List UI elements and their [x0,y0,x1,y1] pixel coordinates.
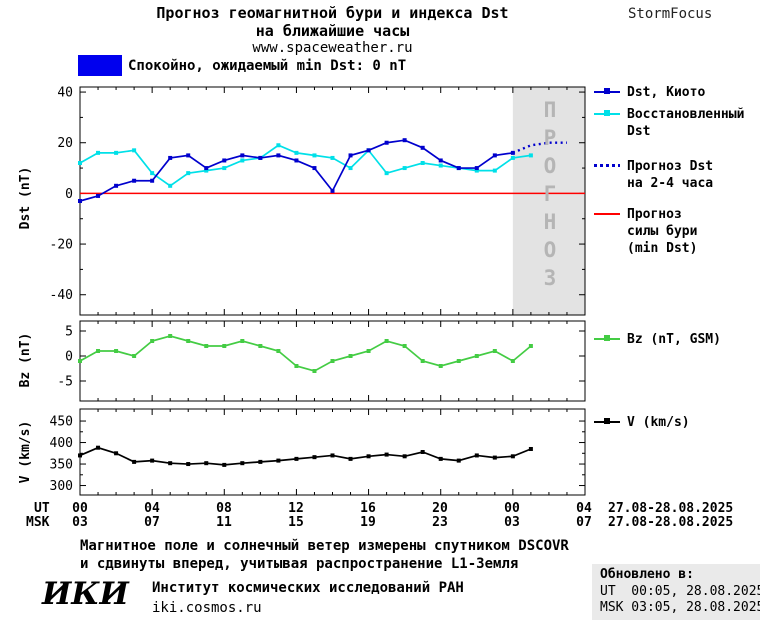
svg-text:20: 20 [57,136,73,151]
svg-text:0: 0 [65,187,73,202]
iki-logo: ИКИ [42,576,129,612]
dst-axis-title: Dst (nT) [18,166,33,230]
page-title: Прогноз геомагнитной бури и индекса Dst [156,4,509,22]
legend-dst-forecast: Прогноз Dst на 2-4 часа [594,158,713,192]
svg-text:350: 350 [50,458,73,473]
bz-axis-title: Bz (nT) [18,332,33,388]
legend-dst-restored: Восстановленный Dst [594,106,744,140]
msk-date-range: 27.08-28.08.2025 [608,515,734,530]
ut-tick-label: 12 [288,501,304,516]
institute-name: Институт космических исследований РАН [152,580,464,596]
msk-tick-label: 15 [288,515,304,530]
legend-bz: Bz (nT, GSM) [594,331,721,348]
msk-tick-label: 03 [72,515,88,530]
svg-text:-5: -5 [57,375,73,390]
data-source-note-line1: Магнитное поле и солнечный ветер измерен… [80,538,569,554]
ut-tick-label: 16 [360,501,376,516]
updated-ut-time: UT 00:05, 28.08.2025 [600,584,760,599]
legend-dst-restored-line1: Восстановленный [627,107,745,122]
dst-chart: 40 20 0 -20 -40 [50,86,586,316]
storm-force-swatch [594,210,620,219]
ut-tick-label: 08 [216,501,232,516]
legend-dst-forecast-line1: Прогноз Dst [627,159,714,174]
v-axis-title: V (km/s) [18,420,33,484]
updated-panel [592,564,760,620]
ut-tick-label: 20 [432,501,448,516]
legend-dst-kyoto: Dst, Киото [594,84,705,101]
msk-tick-label: 11 [216,515,232,530]
svg-text:-20: -20 [50,238,73,253]
legend-storm-force: Прогноз силы бури (min Dst) [594,206,697,257]
msk-tick-label: 23 [432,515,448,530]
legend-dst-restored-line2: Dst [627,124,651,139]
legend-bz-label: Bz (nT, GSM) [627,332,721,347]
legend-storm-force-line3: (min Dst) [627,241,698,256]
brand-label: StormFocus [628,6,713,22]
ut-tick-label: 00 [72,501,88,516]
ut-axis-row: UT 27.08-28.08.2025 00 04 08 12 16 20 00 04 [0,501,760,516]
msk-axis-row: MSK 27.08-28.08.2025 03 07 11 15 19 23 03 07 [0,515,760,530]
v-swatch [594,418,620,427]
dst-restored-swatch [594,110,620,119]
page-subtitle: на ближайшие часы [255,22,410,40]
ut-tick-label: 04 [144,501,160,516]
msk-tick-label: 03 [504,515,520,530]
msk-axis-label: MSK [26,515,50,530]
status-label: Спокойно, ожидаемый min Dst: 0 nT [128,58,407,74]
v-chart: 450 400 350 300 [50,408,586,496]
svg-text:40: 40 [57,86,73,101]
bz-swatch [594,335,620,344]
svg-text:0: 0 [65,350,73,365]
svg-text:450: 450 [50,415,73,430]
msk-tick-label: 07 [576,515,592,530]
ut-tick-label: 04 [576,501,592,516]
institute-site: iki.cosmos.ru [152,600,262,616]
bz-chart: 5 0 -5 [57,320,586,402]
legend-dst-kyoto-label: Dst, Киото [627,85,706,100]
updated-msk-time: MSK 03:05, 28.08.2025 [600,600,760,615]
legend-v: V (km/s) [594,414,690,431]
svg-text:5: 5 [65,325,73,340]
svg-text:-40: -40 [50,288,73,303]
msk-tick-label: 19 [360,515,376,530]
legend-dst-forecast-line2: на 2-4 часа [627,176,714,191]
svg-text:300: 300 [50,479,73,494]
legend-storm-force-line2: силы бури [627,224,698,239]
msk-tick-label: 07 [144,515,160,530]
updated-label: Обновлено в: [600,567,694,582]
dst-kyoto-swatch [594,88,620,97]
website-link: www.spaceweather.ru [252,40,413,56]
ut-tick-label: 00 [504,501,520,516]
dst-forecast-swatch [594,162,620,171]
forecast-band-label: ПРОГНОЗ [538,98,562,294]
legend-v-label: V (km/s) [627,415,690,430]
data-source-note-line2: и сдвинуты вперед, учитывая распростране… [80,556,519,572]
status-color-box [78,55,122,76]
ut-date-range: 27.08-28.08.2025 [608,501,734,516]
legend-storm-force-line1: Прогноз [627,207,682,222]
svg-text:400: 400 [50,436,73,451]
ut-axis-label: UT [34,501,50,516]
